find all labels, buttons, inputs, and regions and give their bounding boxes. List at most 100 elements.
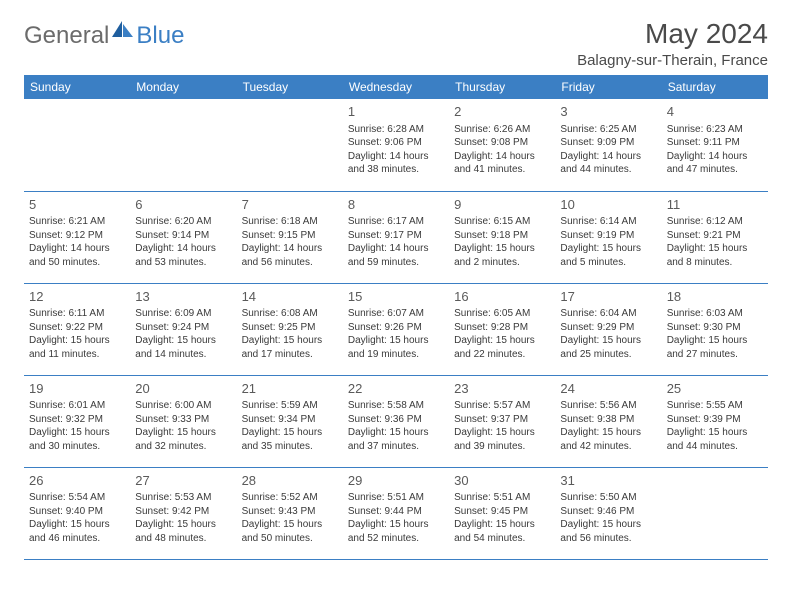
sunset-line: Sunset: 9:38 PM	[560, 413, 656, 427]
daylight-line: Daylight: 15 hours and 14 minutes.	[135, 334, 231, 361]
day-number: 25	[667, 380, 763, 398]
day-number: 5	[29, 196, 125, 214]
daylight-line: Daylight: 15 hours and 46 minutes.	[29, 518, 125, 545]
daylight-line: Daylight: 15 hours and 27 minutes.	[667, 334, 763, 361]
daylight-line: Daylight: 15 hours and 42 minutes.	[560, 426, 656, 453]
day-number: 2	[454, 103, 550, 121]
sunset-line: Sunset: 9:25 PM	[242, 321, 338, 335]
month-title: May 2024	[577, 18, 768, 50]
day-number: 1	[348, 103, 444, 121]
sunset-line: Sunset: 9:18 PM	[454, 229, 550, 243]
calendar-day-cell: 25Sunrise: 5:55 AMSunset: 9:39 PMDayligh…	[662, 375, 768, 467]
calendar-day-cell	[24, 99, 130, 191]
sunrise-line: Sunrise: 5:57 AM	[454, 399, 550, 413]
location: Balagny-sur-Therain, France	[577, 52, 768, 69]
day-number: 14	[242, 288, 338, 306]
sunset-line: Sunset: 9:33 PM	[135, 413, 231, 427]
day-number: 21	[242, 380, 338, 398]
calendar-day-cell: 26Sunrise: 5:54 AMSunset: 9:40 PMDayligh…	[24, 467, 130, 559]
sunset-line: Sunset: 9:12 PM	[29, 229, 125, 243]
calendar-day-cell	[130, 99, 236, 191]
day-number: 12	[29, 288, 125, 306]
sunset-line: Sunset: 9:09 PM	[560, 136, 656, 150]
daylight-line: Daylight: 15 hours and 11 minutes.	[29, 334, 125, 361]
daylight-line: Daylight: 15 hours and 2 minutes.	[454, 242, 550, 269]
daylight-line: Daylight: 15 hours and 35 minutes.	[242, 426, 338, 453]
daylight-line: Daylight: 15 hours and 22 minutes.	[454, 334, 550, 361]
sunset-line: Sunset: 9:34 PM	[242, 413, 338, 427]
sunset-line: Sunset: 9:40 PM	[29, 505, 125, 519]
sunrise-line: Sunrise: 5:54 AM	[29, 491, 125, 505]
calendar-day-cell: 27Sunrise: 5:53 AMSunset: 9:42 PMDayligh…	[130, 467, 236, 559]
day-number: 8	[348, 196, 444, 214]
weekday-header: Friday	[555, 75, 661, 99]
calendar-day-cell: 2Sunrise: 6:26 AMSunset: 9:08 PMDaylight…	[449, 99, 555, 191]
day-number: 28	[242, 472, 338, 490]
day-number: 19	[29, 380, 125, 398]
sunrise-line: Sunrise: 6:04 AM	[560, 307, 656, 321]
day-number: 16	[454, 288, 550, 306]
sunrise-line: Sunrise: 5:51 AM	[454, 491, 550, 505]
calendar-day-cell: 31Sunrise: 5:50 AMSunset: 9:46 PMDayligh…	[555, 467, 661, 559]
day-number: 10	[560, 196, 656, 214]
sunrise-line: Sunrise: 5:55 AM	[667, 399, 763, 413]
sunset-line: Sunset: 9:14 PM	[135, 229, 231, 243]
calendar-day-cell: 11Sunrise: 6:12 AMSunset: 9:21 PMDayligh…	[662, 191, 768, 283]
daylight-line: Daylight: 15 hours and 37 minutes.	[348, 426, 444, 453]
calendar-day-cell	[237, 99, 343, 191]
daylight-line: Daylight: 15 hours and 50 minutes.	[242, 518, 338, 545]
sunrise-line: Sunrise: 6:09 AM	[135, 307, 231, 321]
sunrise-line: Sunrise: 6:01 AM	[29, 399, 125, 413]
sunrise-line: Sunrise: 6:23 AM	[667, 123, 763, 137]
daylight-line: Daylight: 15 hours and 32 minutes.	[135, 426, 231, 453]
calendar-day-cell: 14Sunrise: 6:08 AMSunset: 9:25 PMDayligh…	[237, 283, 343, 375]
sunset-line: Sunset: 9:36 PM	[348, 413, 444, 427]
daylight-line: Daylight: 15 hours and 54 minutes.	[454, 518, 550, 545]
calendar-day-cell: 21Sunrise: 5:59 AMSunset: 9:34 PMDayligh…	[237, 375, 343, 467]
sunset-line: Sunset: 9:06 PM	[348, 136, 444, 150]
sunset-line: Sunset: 9:11 PM	[667, 136, 763, 150]
day-number: 27	[135, 472, 231, 490]
sunrise-line: Sunrise: 6:12 AM	[667, 215, 763, 229]
calendar-week-row: 12Sunrise: 6:11 AMSunset: 9:22 PMDayligh…	[24, 283, 768, 375]
calendar-day-cell: 15Sunrise: 6:07 AMSunset: 9:26 PMDayligh…	[343, 283, 449, 375]
sunset-line: Sunset: 9:46 PM	[560, 505, 656, 519]
brand-part2: Blue	[136, 22, 184, 50]
calendar-day-cell: 30Sunrise: 5:51 AMSunset: 9:45 PMDayligh…	[449, 467, 555, 559]
calendar-day-cell: 6Sunrise: 6:20 AMSunset: 9:14 PMDaylight…	[130, 191, 236, 283]
title-block: May 2024 Balagny-sur-Therain, France	[577, 18, 768, 69]
calendar-day-cell: 23Sunrise: 5:57 AMSunset: 9:37 PMDayligh…	[449, 375, 555, 467]
daylight-line: Daylight: 14 hours and 56 minutes.	[242, 242, 338, 269]
sunrise-line: Sunrise: 6:08 AM	[242, 307, 338, 321]
sunrise-line: Sunrise: 6:00 AM	[135, 399, 231, 413]
sunrise-line: Sunrise: 5:56 AM	[560, 399, 656, 413]
sunrise-line: Sunrise: 6:26 AM	[454, 123, 550, 137]
day-number: 17	[560, 288, 656, 306]
calendar-day-cell: 5Sunrise: 6:21 AMSunset: 9:12 PMDaylight…	[24, 191, 130, 283]
sunrise-line: Sunrise: 6:17 AM	[348, 215, 444, 229]
sunrise-line: Sunrise: 5:50 AM	[560, 491, 656, 505]
calendar-week-row: 19Sunrise: 6:01 AMSunset: 9:32 PMDayligh…	[24, 375, 768, 467]
sunrise-line: Sunrise: 6:11 AM	[29, 307, 125, 321]
daylight-line: Daylight: 15 hours and 17 minutes.	[242, 334, 338, 361]
header: General Blue May 2024 Balagny-sur-Therai…	[24, 18, 768, 69]
calendar-day-cell: 22Sunrise: 5:58 AMSunset: 9:36 PMDayligh…	[343, 375, 449, 467]
sunset-line: Sunset: 9:32 PM	[29, 413, 125, 427]
daylight-line: Daylight: 14 hours and 41 minutes.	[454, 150, 550, 177]
sunset-line: Sunset: 9:39 PM	[667, 413, 763, 427]
weekday-header: Saturday	[662, 75, 768, 99]
daylight-line: Daylight: 15 hours and 30 minutes.	[29, 426, 125, 453]
daylight-line: Daylight: 14 hours and 38 minutes.	[348, 150, 444, 177]
sunrise-line: Sunrise: 6:05 AM	[454, 307, 550, 321]
sunset-line: Sunset: 9:15 PM	[242, 229, 338, 243]
day-number: 29	[348, 472, 444, 490]
sunset-line: Sunset: 9:44 PM	[348, 505, 444, 519]
day-number: 18	[667, 288, 763, 306]
day-number: 31	[560, 472, 656, 490]
calendar-day-cell: 19Sunrise: 6:01 AMSunset: 9:32 PMDayligh…	[24, 375, 130, 467]
calendar-day-cell: 17Sunrise: 6:04 AMSunset: 9:29 PMDayligh…	[555, 283, 661, 375]
calendar-day-cell: 29Sunrise: 5:51 AMSunset: 9:44 PMDayligh…	[343, 467, 449, 559]
daylight-line: Daylight: 15 hours and 25 minutes.	[560, 334, 656, 361]
sunset-line: Sunset: 9:17 PM	[348, 229, 444, 243]
calendar-week-row: 5Sunrise: 6:21 AMSunset: 9:12 PMDaylight…	[24, 191, 768, 283]
